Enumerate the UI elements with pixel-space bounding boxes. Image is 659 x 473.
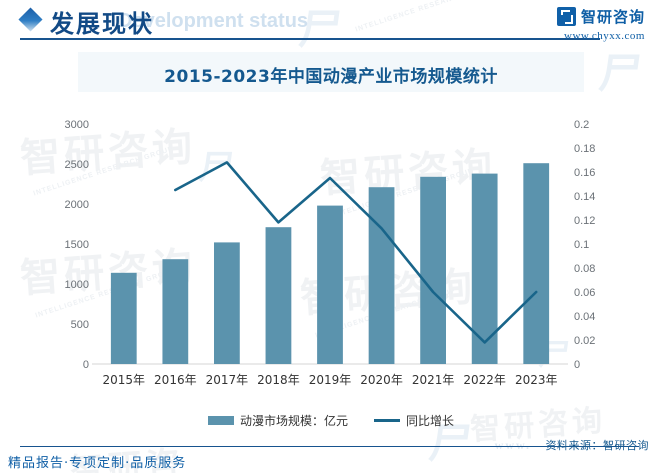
y-axis-right-tick-label: 0.08 — [574, 263, 595, 275]
x-axis-label-2015年: 2015年 — [103, 373, 146, 387]
page-header: Development status 发展现状 — [0, 0, 659, 44]
y-axis-left-tick-label: 1000 — [65, 279, 89, 291]
y-axis-right-tick-label: 0.1 — [574, 239, 589, 251]
bar-2015年[interactable] — [110, 272, 137, 364]
combo-chart: 0 500 1000 1500 2000 2500 3000 0 0.02 0.04 0.06 0.0… — [65, 119, 596, 387]
x-axis-label-2023年: 2023年 — [515, 373, 558, 387]
footer-source: 资料来源：智研咨询 — [545, 439, 649, 452]
y-axis-right-tick-label: 0.14 — [574, 191, 595, 203]
y-axis-right-tick-label: 0.2 — [574, 119, 589, 131]
y-axis-right-tick-label: 0.16 — [574, 167, 595, 179]
bar-2020年[interactable] — [368, 187, 395, 364]
y-axis-right-tick-label: 0.02 — [574, 335, 595, 347]
footer-divider — [20, 446, 639, 447]
x-axis-label-2018年: 2018年 — [257, 373, 300, 387]
chart-plot-area: 0 500 1000 1500 2000 2500 3000 0 0.02 0.04 0.06 0.0… — [48, 114, 614, 394]
x-axis-label-2022年: 2022年 — [463, 373, 506, 387]
page-title: 发展现状 — [50, 10, 154, 38]
footer-watermark-www: www. — [494, 438, 531, 452]
y-axis-left-tick-label: 1500 — [65, 239, 89, 251]
bar-2021年[interactable] — [420, 176, 446, 364]
y-axis-left-tick-label: 500 — [71, 319, 89, 331]
legend-label-bar: 动漫市场规模：亿元 — [239, 414, 348, 428]
bar-2023年[interactable] — [523, 163, 550, 364]
chart-title-band — [78, 52, 584, 92]
bar-2022年[interactable] — [471, 173, 498, 364]
brand-logo-icon — [556, 7, 576, 26]
bar-2019年[interactable] — [317, 205, 343, 364]
chart-legend: 动漫市场规模：亿元 同比增长 — [48, 412, 614, 429]
diamond-icon — [18, 7, 43, 32]
x-axis-label-2020年: 2020年 — [360, 373, 403, 387]
header-divider — [20, 38, 600, 40]
header-title-english: Development status — [118, 10, 309, 32]
x-axis-label-2019年: 2019年 — [309, 373, 352, 387]
y-axis-left-tick-label: 2000 — [65, 199, 89, 211]
brand-block: 智研咨询 www.chyxx.com — [556, 6, 645, 42]
y-axis-left-tick-label: 3000 — [65, 119, 89, 131]
y-axis-left-tick-label: 0 — [83, 359, 89, 371]
brand-url: www.chyxx.com — [564, 30, 645, 42]
chart-title: 2015-2023年中国动漫产业市场规模统计 — [164, 67, 498, 87]
footer-tagline: 精品报告·专项定制·品质服务 — [8, 456, 187, 471]
bar-2017年[interactable] — [214, 242, 240, 364]
y-axis-right-tick-label: 0.12 — [574, 215, 595, 227]
y-axis-right-tick-label: 0.18 — [574, 143, 595, 155]
growth-rate-line[interactable] — [174, 161, 538, 344]
x-axis-label-2017年: 2017年 — [206, 373, 249, 387]
x-axis-label-2016年: 2016年 — [154, 373, 197, 387]
bar-2018年[interactable] — [265, 227, 292, 364]
legend-item-line[interactable]: 同比增长 — [374, 412, 454, 429]
y-axis-left-tick-label: 2500 — [65, 159, 89, 171]
y-axis-right-tick-label: 0.06 — [574, 287, 595, 299]
y-axis-right-tick-label: 0.04 — [574, 311, 595, 323]
brand-name: 智研咨询 — [580, 8, 645, 26]
x-axis-label-2021年: 2021年 — [412, 373, 455, 387]
legend-swatch-line-icon — [374, 419, 400, 422]
legend-label-line: 同比增长 — [406, 414, 455, 428]
legend-swatch-bar-icon — [207, 416, 234, 425]
y-axis-right-tick-label: 0 — [574, 359, 580, 371]
chart-card: 2015-2023年中国动漫产业市场规模统计 0 500 1000 1500 2000 2… — [48, 52, 614, 437]
bar-2016年[interactable] — [162, 259, 189, 364]
legend-item-bar[interactable]: 动漫市场规模：亿元 — [207, 412, 348, 429]
